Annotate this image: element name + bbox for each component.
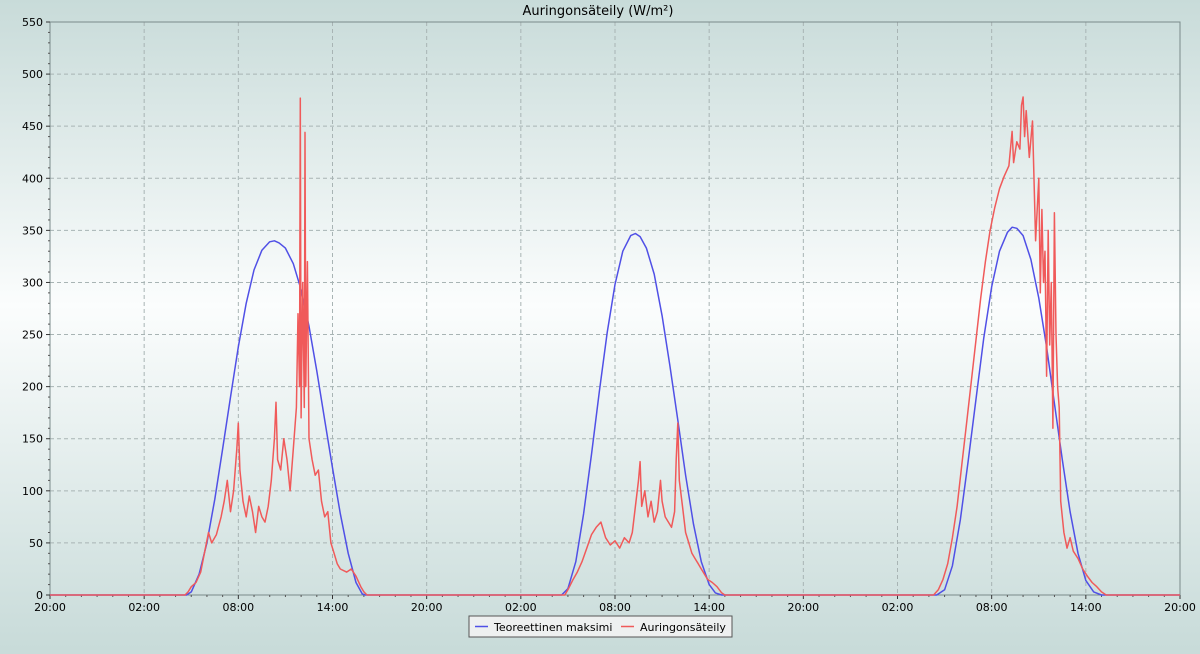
x-tick-label: 20:00 xyxy=(411,601,443,614)
chart-title: Auringonsäteily (W/m²) xyxy=(523,4,674,19)
y-tick-label: 100 xyxy=(22,485,43,498)
x-tick-label: 20:00 xyxy=(34,601,66,614)
y-tick-label: 250 xyxy=(22,329,43,342)
y-tick-label: 500 xyxy=(22,68,43,81)
y-tick-label: 150 xyxy=(22,433,43,446)
series-line-radiation xyxy=(50,96,1180,596)
x-tick-label: 14:00 xyxy=(1070,601,1102,614)
x-tick-label: 14:00 xyxy=(693,601,725,614)
y-tick-label: 0 xyxy=(36,589,43,602)
x-tick-label: 14:00 xyxy=(317,601,349,614)
y-tick-label: 550 xyxy=(22,16,43,29)
legend-label: Auringonsäteily xyxy=(640,621,726,634)
x-tick-label: 02:00 xyxy=(128,601,160,614)
x-tick-label: 08:00 xyxy=(599,601,631,614)
legend: Teoreettinen maksimi Auringonsäteily xyxy=(468,615,733,638)
x-tick-label: 02:00 xyxy=(882,601,914,614)
legend-box xyxy=(468,615,733,638)
series-line-theoretical-max xyxy=(50,226,1180,596)
x-tick-label: 20:00 xyxy=(1164,601,1196,614)
y-tick-label: 200 xyxy=(22,381,43,394)
x-tick-label: 02:00 xyxy=(505,601,537,614)
x-tick-label: 08:00 xyxy=(976,601,1008,614)
x-tick-label: 20:00 xyxy=(787,601,819,614)
x-tick-label: 08:00 xyxy=(222,601,254,614)
y-tick-label: 350 xyxy=(22,224,43,237)
y-tick-label: 50 xyxy=(29,537,43,550)
legend-label: Teoreettinen maksimi xyxy=(493,621,612,634)
y-tick-label: 300 xyxy=(22,276,43,289)
series-lines xyxy=(50,96,1180,596)
grid xyxy=(50,22,1180,595)
y-tick-label: 400 xyxy=(22,172,43,185)
y-tick-label: 450 xyxy=(22,120,43,133)
